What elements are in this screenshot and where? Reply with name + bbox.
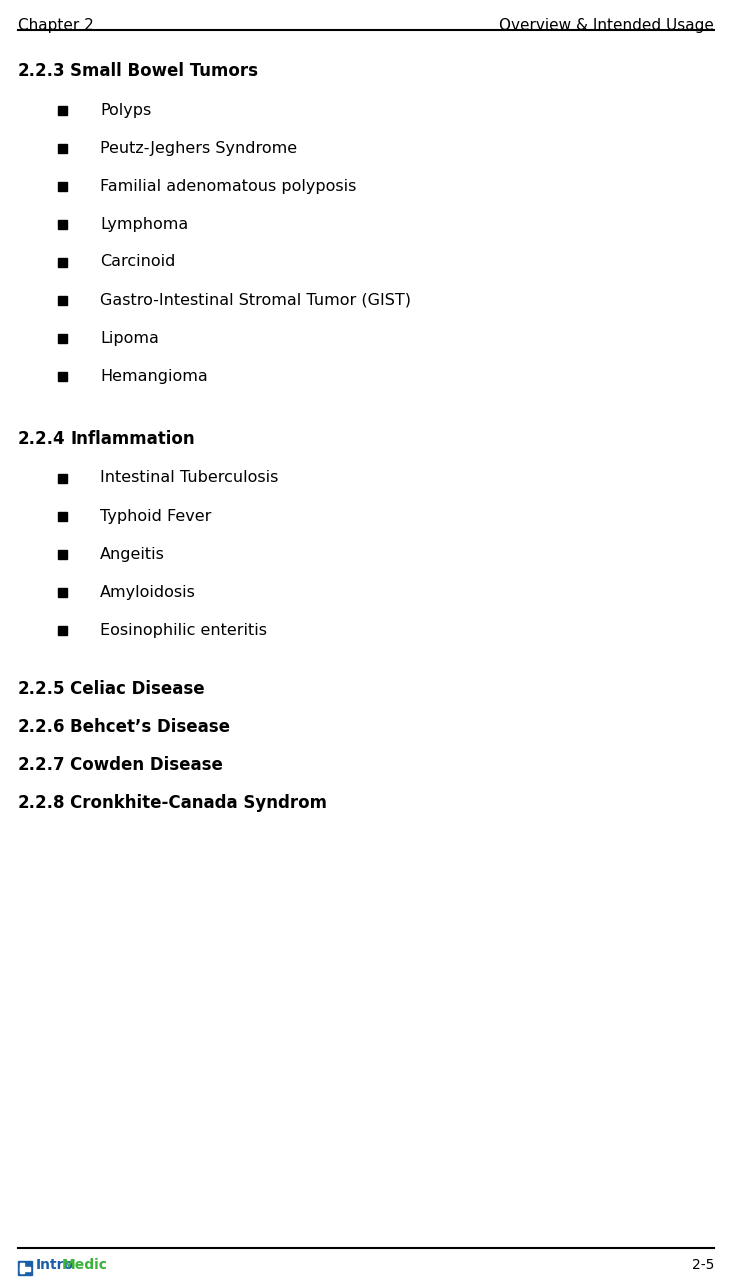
Text: Cronkhite-Canada Syndrom: Cronkhite-Canada Syndrom [70, 794, 327, 812]
Text: Carcinoid: Carcinoid [100, 254, 176, 269]
Bar [58, 144, 67, 153]
Text: Polyps: Polyps [100, 103, 152, 118]
Text: Celiac Disease: Celiac Disease [70, 680, 205, 698]
Text: Typhoid Fever: Typhoid Fever [100, 508, 212, 523]
Bar [58, 626, 67, 635]
Text: Behcet’s Disease: Behcet’s Disease [70, 718, 230, 736]
Text: Amyloidosis: Amyloidosis [100, 585, 196, 599]
Bar [58, 258, 67, 267]
Text: Angeitis: Angeitis [100, 547, 165, 562]
Bar [58, 512, 67, 521]
Text: 2.2.4: 2.2.4 [18, 430, 66, 448]
Bar [18, 1261, 32, 1275]
Bar [20, 1262, 24, 1273]
Text: Lipoma: Lipoma [100, 331, 159, 345]
Bar [58, 106, 67, 115]
Bar [58, 372, 67, 381]
Bar [58, 550, 67, 559]
Bar [58, 588, 67, 597]
Text: Intestinal Tuberculosis: Intestinal Tuberculosis [100, 471, 278, 485]
Text: Intro: Intro [36, 1259, 74, 1271]
Bar [20, 1268, 30, 1271]
Text: Cowden Disease: Cowden Disease [70, 756, 223, 774]
Text: Lymphoma: Lymphoma [100, 217, 188, 231]
Text: Inflammation: Inflammation [70, 430, 195, 448]
Bar [58, 296, 67, 305]
Bar [58, 219, 67, 228]
Text: Chapter 2: Chapter 2 [18, 18, 94, 33]
Text: Eosinophilic enteritis: Eosinophilic enteritis [100, 622, 267, 638]
Text: 2-5: 2-5 [692, 1259, 714, 1271]
Text: 2.2.3: 2.2.3 [18, 62, 66, 80]
Text: Small Bowel Tumors: Small Bowel Tumors [70, 62, 258, 80]
Text: Medic: Medic [62, 1259, 108, 1271]
Bar [58, 334, 67, 343]
Text: Overview & Intended Usage: Overview & Intended Usage [499, 18, 714, 33]
Bar [58, 473, 67, 482]
Text: Gastro-Intestinal Stromal Tumor (GIST): Gastro-Intestinal Stromal Tumor (GIST) [100, 293, 411, 308]
Text: 2.2.6: 2.2.6 [18, 718, 65, 736]
Text: 2.2.8: 2.2.8 [18, 794, 65, 812]
Text: Peutz-Jeghers Syndrome: Peutz-Jeghers Syndrome [100, 141, 297, 155]
Bar [58, 182, 67, 191]
Text: Familial adenomatous polyposis: Familial adenomatous polyposis [100, 178, 356, 194]
Text: 2.2.7: 2.2.7 [18, 756, 66, 774]
Text: Hemangioma: Hemangioma [100, 368, 208, 384]
Text: 2.2.5: 2.2.5 [18, 680, 65, 698]
